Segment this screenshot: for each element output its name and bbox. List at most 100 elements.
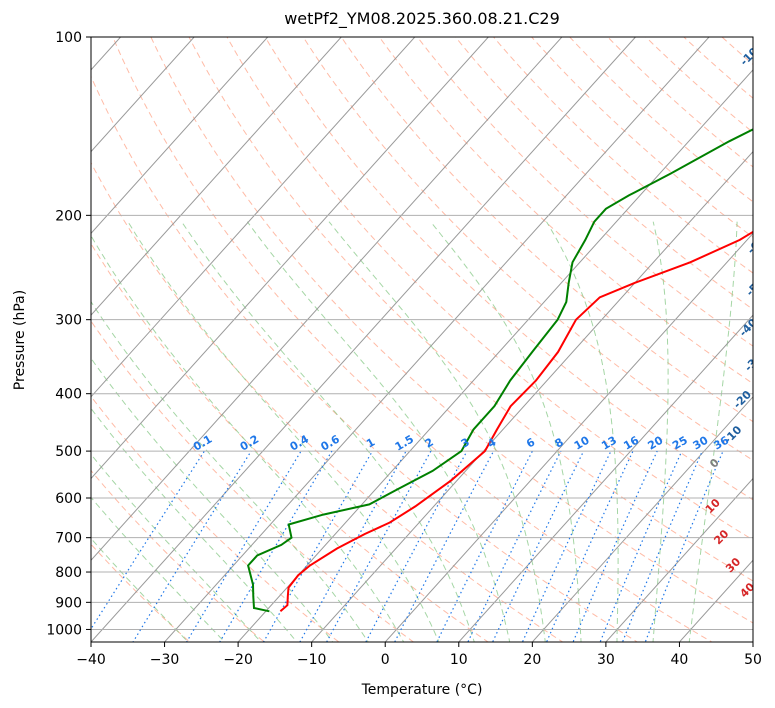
isotherm-line — [458, 314, 753, 642]
dry-adiabat-line — [91, 320, 415, 642]
isotherm-line — [91, 37, 490, 480]
plot-frame — [90, 36, 754, 643]
mixing-ratio-line — [521, 450, 612, 642]
isotherm-label: -50 — [744, 276, 767, 299]
y-axis-ticks: 100 200 300 400 500 600 700 800 900 1000 — [46, 30, 91, 638]
y-tick-label: 400 — [55, 387, 82, 403]
mixing-ratio-line — [491, 450, 585, 642]
dry-adiabat-line — [91, 543, 191, 642]
moist-adiabat-line — [91, 496, 226, 642]
x-tick-label: −40 — [76, 652, 106, 668]
y-tick-label: 1000 — [46, 622, 82, 638]
dry-adiabat-line — [91, 161, 564, 642]
y-tick-label: 200 — [55, 208, 82, 224]
mixing-ratio-line — [572, 450, 658, 642]
dry-adiabat-line — [492, 37, 753, 274]
x-axis-ticks: −40 −30 −20 −10 0 10 20 30 40 50 — [76, 642, 762, 668]
x-tick-label: 40 — [671, 652, 689, 668]
moist-adiabat-line — [688, 221, 738, 642]
dry-adiabat-line — [340, 37, 753, 423]
isotherm-line — [91, 37, 637, 642]
moist-adiabats — [91, 221, 738, 642]
x-tick-label: −10 — [297, 652, 327, 668]
isotherm-line — [531, 396, 753, 642]
x-tick-label: 10 — [450, 652, 468, 668]
moist-adiabat-line — [127, 221, 440, 642]
mixing-ratio-line — [394, 450, 495, 642]
mixing-ratio-line — [132, 450, 252, 642]
dry-adiabat-line — [91, 75, 639, 642]
moist-adiabat-line — [430, 221, 582, 642]
isotherm-label: -60 — [745, 233, 768, 256]
x-tick-label: −30 — [150, 652, 180, 668]
moist-adiabat-line — [91, 357, 334, 642]
x-tick-label: 30 — [597, 652, 615, 668]
dry-adiabat-line — [530, 37, 753, 238]
isotherm-line — [384, 232, 753, 642]
y-tick-label: 300 — [55, 313, 82, 329]
dry-adiabat-line — [91, 395, 340, 642]
moist-adiabat-line — [546, 221, 619, 642]
y-tick-label: 600 — [55, 491, 82, 507]
dry-adiabat-line — [645, 37, 753, 133]
isotherm-line — [605, 477, 753, 642]
mixing-ratio-line — [545, 450, 634, 642]
mixing-ratio-line — [185, 450, 302, 642]
x-tick-label: 50 — [744, 652, 762, 668]
dry-adiabat-line — [607, 37, 753, 168]
mixing-ratio-lines — [91, 450, 724, 642]
isotherm-line — [91, 37, 269, 235]
isotherm-line — [310, 150, 753, 642]
mixing-ratio-line — [219, 450, 333, 642]
isotherm-line — [237, 69, 753, 642]
dry-adiabat-line — [91, 242, 489, 642]
x-tick-label: 0 — [381, 652, 390, 668]
sounding-lines — [246, 128, 753, 613]
isotherm-label: -30 — [742, 351, 765, 374]
y-tick-label: 900 — [55, 595, 82, 611]
y-axis-label: Pressure (hPa) — [12, 290, 28, 390]
dry-adiabats — [91, 37, 753, 642]
moist-adiabat-line — [328, 221, 546, 642]
y-tick-label: 100 — [55, 30, 82, 46]
mixing-ratio-line — [262, 450, 374, 642]
isotherm-line — [91, 37, 416, 398]
dry-adiabat-line — [416, 37, 753, 347]
y-tick-label: 500 — [55, 444, 82, 460]
temperature-line — [279, 230, 753, 613]
plot-area: -100-90-80-70-60-50-40-30-20-10010203040… — [91, 37, 768, 642]
dry-adiabat-line — [112, 37, 713, 642]
isotherm-line — [163, 37, 710, 642]
dry-adiabat-line — [378, 37, 753, 385]
dry-adiabat-line — [188, 37, 753, 582]
moist-adiabat-line — [91, 407, 298, 642]
x-axis-label: Temperature (°C) — [361, 682, 483, 698]
mixing-ratio-line — [644, 450, 724, 642]
moist-adiabat-line — [91, 300, 369, 642]
x-tick-label: −20 — [223, 652, 253, 668]
moist-adiabat-line — [91, 537, 189, 642]
moist-adiabat-line — [246, 221, 511, 642]
mixing-ratio-line — [621, 450, 703, 642]
dry-adiabat-line — [302, 37, 753, 461]
moist-adiabat-line — [91, 453, 262, 642]
dry-adiabat-line — [226, 37, 753, 541]
mixing-ratio-line — [467, 450, 562, 642]
dry-adiabat-line — [150, 37, 753, 624]
pressure-gridlines — [91, 37, 753, 630]
y-tick-label: 800 — [55, 565, 82, 581]
mixing-ratio-line — [599, 450, 683, 642]
chart-title: wetPf2_YM08.2025.360.08.21.C29 — [284, 9, 560, 29]
moist-adiabat-line — [91, 234, 405, 642]
y-tick-label: 700 — [55, 531, 82, 547]
isotherms — [91, 37, 753, 642]
isotherm-line — [91, 37, 563, 562]
isotherm-line — [91, 37, 342, 316]
mixing-ratio-line — [436, 450, 533, 642]
isotherm-line — [91, 37, 195, 153]
x-tick-label: 20 — [523, 652, 541, 668]
moist-adiabat-line — [652, 221, 669, 642]
dewpoint-line — [246, 128, 753, 613]
